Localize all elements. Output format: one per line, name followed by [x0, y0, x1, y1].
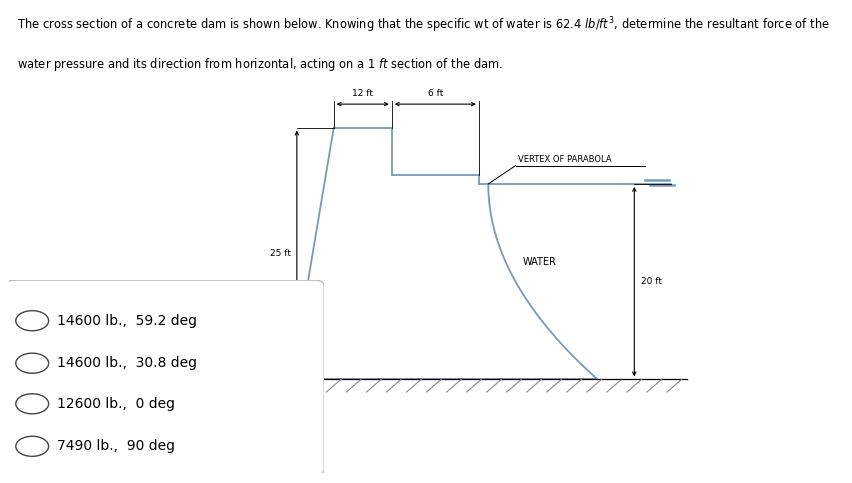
Text: The cross section of a concrete dam is shown below. Knowing that the specific wt: The cross section of a concrete dam is s… — [17, 15, 829, 35]
Text: 14600 lb.,  30.8 deg: 14600 lb., 30.8 deg — [57, 356, 197, 370]
FancyBboxPatch shape — [5, 280, 324, 475]
Text: WATER: WATER — [522, 257, 556, 267]
Text: 12600 lb.,  0 deg: 12600 lb., 0 deg — [57, 397, 176, 411]
Text: 6 ft: 6 ft — [427, 89, 442, 98]
Text: 25 ft: 25 ft — [269, 249, 291, 258]
Text: 7490 lb.,  90 deg: 7490 lb., 90 deg — [57, 440, 176, 453]
Text: 12 ft: 12 ft — [352, 89, 373, 98]
Text: water pressure and its direction from horizontal, acting on a 1 $\mathit{ft}$ se: water pressure and its direction from ho… — [17, 56, 503, 72]
Text: VERTEX OF PARABOLA: VERTEX OF PARABOLA — [518, 155, 611, 164]
Text: 14600 lb.,  59.2 deg: 14600 lb., 59.2 deg — [57, 314, 197, 327]
Text: 20 ft: 20 ft — [640, 277, 661, 286]
